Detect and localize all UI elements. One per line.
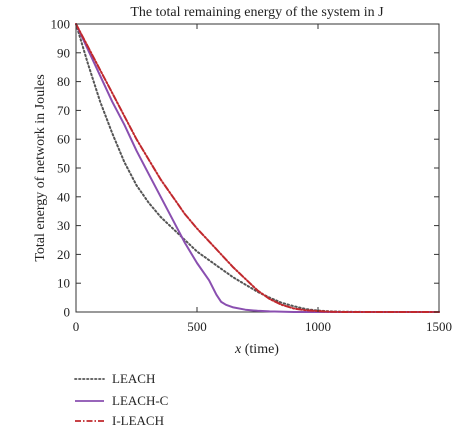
- y-tick-label: 60: [57, 132, 70, 147]
- plot-frame: [75, 23, 440, 313]
- y-tick-label: 50: [57, 161, 70, 176]
- x-tick-label: 500: [187, 319, 207, 334]
- y-axis-label: Total energy of network in Joules: [33, 74, 48, 261]
- y-tick-label: 100: [51, 17, 71, 32]
- x-tick-label: 1000: [305, 319, 331, 334]
- y-tick-label: 10: [57, 276, 70, 291]
- plot-area: 0 500 1000 1500 0 10 20 30 40 50 60 70 80 90 100: [51, 17, 453, 335]
- y-tick-label: 90: [57, 45, 70, 60]
- y-tick-label: 20: [57, 247, 70, 262]
- y-tick-label: 30: [57, 218, 70, 233]
- x-tick-label: 0: [73, 319, 80, 334]
- x-axis-label-rest: (time): [241, 342, 279, 357]
- y-tick-label: 70: [57, 103, 70, 118]
- series-line-leach: [75, 23, 440, 313]
- series-layer: [75, 23, 440, 313]
- x-axis-label-var: x: [234, 342, 242, 357]
- y-tick-label: 80: [57, 74, 70, 89]
- y-tick-label: 0: [64, 305, 71, 320]
- legend: LEACH LEACH-C I-LEACH: [74, 371, 168, 428]
- series-line-leach-c: [75, 23, 440, 313]
- series-line-i-leach: [75, 23, 440, 313]
- y-tick-label: 40: [57, 189, 70, 204]
- x-axis-label: x (time): [234, 342, 279, 357]
- ticks-layer: 0 500 1000 1500 0 10 20 30 40 50 60 70 80 90 100: [51, 17, 453, 335]
- chart-title: The total remaining energy of the system…: [130, 5, 384, 20]
- x-tick-label: 1500: [426, 319, 452, 334]
- legend-label-i-leach: I-LEACH: [112, 413, 164, 428]
- legend-label-leach-c: LEACH-C: [112, 393, 168, 408]
- legend-label-leach: LEACH: [112, 371, 155, 386]
